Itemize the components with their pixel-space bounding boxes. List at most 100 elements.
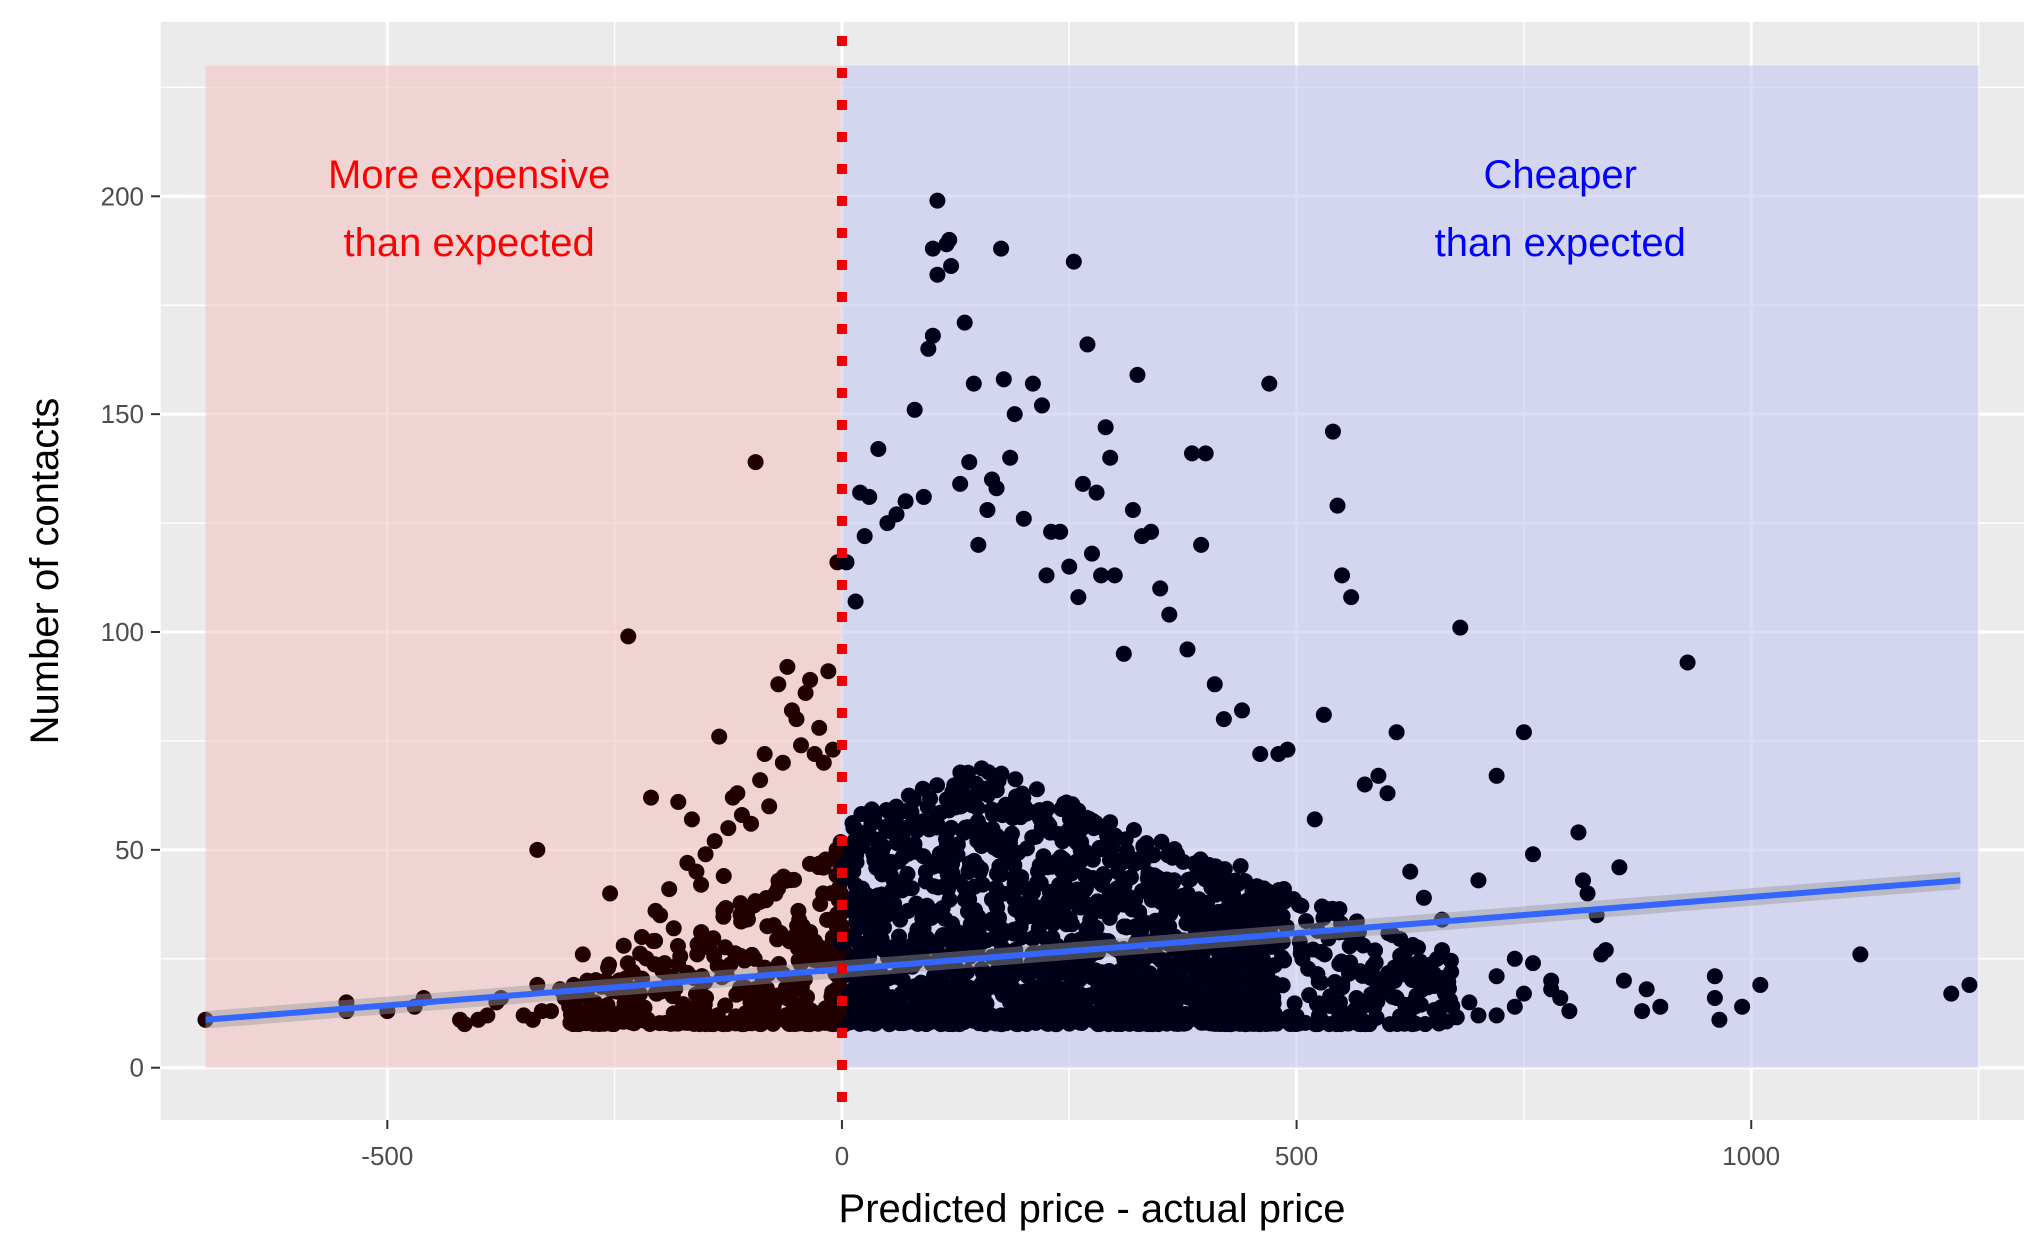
data-point bbox=[1061, 558, 1078, 575]
data-point bbox=[1039, 857, 1056, 874]
data-point bbox=[784, 994, 801, 1011]
data-point bbox=[1206, 676, 1223, 693]
x-axis: -500 0 500 1000 bbox=[361, 1120, 1780, 1171]
data-point bbox=[1312, 943, 1329, 960]
data-point bbox=[959, 963, 976, 980]
data-point bbox=[1373, 973, 1390, 990]
data-point bbox=[1415, 889, 1432, 906]
data-point bbox=[670, 793, 687, 810]
data-point bbox=[1131, 904, 1148, 921]
data-point bbox=[729, 985, 746, 1002]
data-point bbox=[1461, 994, 1478, 1011]
data-point bbox=[566, 993, 583, 1010]
data-point bbox=[670, 956, 687, 973]
data-point bbox=[1442, 952, 1459, 969]
data-point bbox=[732, 906, 749, 923]
data-point bbox=[849, 920, 866, 937]
data-point bbox=[946, 777, 963, 794]
data-point bbox=[682, 1014, 699, 1031]
data-point bbox=[995, 371, 1012, 388]
data-point bbox=[1679, 654, 1696, 671]
data-point bbox=[1068, 834, 1085, 851]
data-point bbox=[1358, 1015, 1375, 1032]
data-point bbox=[1943, 985, 1960, 1002]
y-tick-label: 0 bbox=[130, 1053, 144, 1083]
data-point bbox=[993, 240, 1010, 257]
data-point bbox=[938, 876, 955, 893]
data-point bbox=[711, 728, 728, 745]
data-point bbox=[815, 754, 832, 771]
data-point bbox=[1638, 981, 1655, 998]
data-point bbox=[1579, 885, 1596, 902]
data-point bbox=[715, 902, 732, 919]
data-point bbox=[997, 796, 1014, 813]
data-point bbox=[929, 192, 946, 209]
data-point bbox=[1402, 863, 1419, 880]
data-point bbox=[970, 536, 987, 553]
data-point bbox=[870, 441, 887, 457]
data-point bbox=[871, 1011, 888, 1028]
data-point bbox=[1294, 950, 1311, 967]
data-point bbox=[915, 488, 932, 505]
data-point bbox=[1041, 883, 1058, 900]
y-tick-label: 100 bbox=[101, 617, 144, 647]
data-point bbox=[1150, 949, 1167, 966]
data-point bbox=[600, 959, 617, 976]
data-point bbox=[756, 746, 773, 762]
data-point bbox=[456, 1016, 473, 1033]
data-point bbox=[1091, 1015, 1108, 1032]
data-point bbox=[859, 937, 876, 954]
data-point bbox=[1711, 1011, 1728, 1028]
data-point bbox=[874, 941, 891, 958]
data-point bbox=[1223, 968, 1240, 985]
data-point bbox=[647, 985, 664, 1002]
data-point bbox=[1249, 905, 1266, 922]
data-point bbox=[1046, 973, 1063, 990]
data-point bbox=[1007, 771, 1024, 788]
data-point bbox=[665, 920, 682, 937]
data-point bbox=[1088, 484, 1105, 501]
data-point bbox=[1310, 1007, 1327, 1024]
data-point bbox=[1157, 907, 1174, 924]
data-point bbox=[897, 803, 914, 820]
data-point bbox=[1384, 988, 1401, 1005]
data-point bbox=[849, 908, 866, 925]
data-point bbox=[952, 924, 969, 941]
data-point bbox=[1524, 846, 1541, 863]
data-point bbox=[1002, 449, 1019, 466]
data-point bbox=[1028, 781, 1045, 798]
data-point bbox=[643, 789, 660, 806]
data-point bbox=[1187, 923, 1204, 940]
data-point bbox=[729, 785, 746, 802]
data-point bbox=[696, 1003, 713, 1020]
data-point bbox=[785, 929, 802, 946]
data-point bbox=[802, 671, 819, 688]
data-point bbox=[983, 915, 1000, 932]
data-point bbox=[1176, 901, 1193, 918]
data-point bbox=[792, 956, 809, 973]
data-point bbox=[746, 950, 763, 967]
data-point bbox=[1215, 711, 1232, 728]
data-point bbox=[991, 858, 1008, 875]
data-point bbox=[586, 994, 603, 1011]
data-point bbox=[1154, 992, 1171, 1009]
data-point bbox=[542, 1003, 559, 1020]
data-point bbox=[747, 454, 764, 471]
data-point bbox=[1291, 933, 1308, 950]
data-point bbox=[1044, 914, 1061, 931]
data-point bbox=[1248, 878, 1265, 895]
data-point bbox=[815, 885, 832, 902]
data-point bbox=[888, 506, 905, 523]
data-point bbox=[620, 628, 637, 645]
data-point bbox=[743, 815, 760, 832]
data-point bbox=[973, 960, 990, 977]
data-point bbox=[979, 502, 996, 518]
data-point bbox=[1018, 840, 1035, 857]
data-point bbox=[765, 917, 782, 934]
data-point bbox=[892, 936, 909, 953]
data-point bbox=[988, 879, 1005, 896]
data-point bbox=[1408, 987, 1425, 1004]
data-point bbox=[1210, 944, 1227, 961]
data-point bbox=[934, 927, 951, 944]
data-point bbox=[1240, 942, 1257, 959]
